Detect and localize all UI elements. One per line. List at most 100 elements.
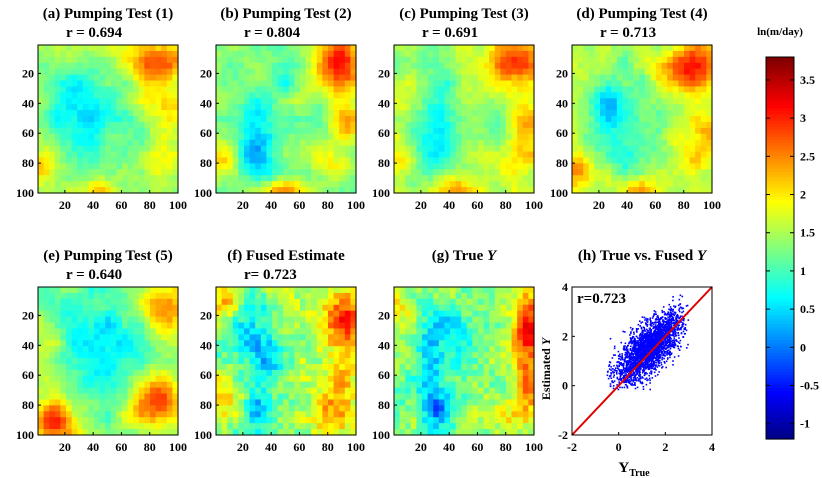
heatmap-cell xyxy=(328,181,335,188)
heatmap-cell xyxy=(43,411,50,418)
heatmap-cell xyxy=(517,287,524,294)
heatmap-cell xyxy=(628,62,635,70)
heatmap-cell xyxy=(49,50,56,58)
heatmap-cell xyxy=(410,352,417,359)
heatmap-cell xyxy=(161,110,168,117)
heatmap-cell xyxy=(232,375,239,383)
heatmap-cell xyxy=(667,121,674,129)
heatmap-cell xyxy=(155,62,162,70)
heatmap-cell xyxy=(444,292,451,300)
heatmap-cell xyxy=(138,369,145,377)
heatmap-cell xyxy=(639,133,646,141)
heatmap-cell xyxy=(105,62,112,70)
heatmap-cell xyxy=(43,387,50,395)
heatmap-cell xyxy=(88,133,95,141)
heatmap-cell xyxy=(305,62,312,70)
heatmap-cell xyxy=(161,340,168,347)
heatmap-cell xyxy=(328,399,335,406)
heatmap-cell xyxy=(500,86,507,93)
heatmap-cell xyxy=(288,417,295,424)
heatmap-cell xyxy=(678,145,685,153)
heatmap-cell xyxy=(311,387,318,395)
heatmap-cell xyxy=(127,316,134,324)
heatmap-cell xyxy=(94,328,101,335)
heatmap-cell xyxy=(294,316,301,324)
heatmap-cell xyxy=(611,169,618,176)
heatmap-cell xyxy=(260,340,267,347)
heatmap-cell xyxy=(272,429,279,436)
heatmap-cell xyxy=(116,417,123,424)
heatmap-cell xyxy=(82,328,89,335)
heatmap-cell xyxy=(255,121,262,129)
heatmap-cell xyxy=(66,116,73,123)
heatmap-cell xyxy=(528,104,535,111)
heatmap-cell xyxy=(316,423,323,430)
heatmap-cell xyxy=(410,121,417,129)
heatmap-cell xyxy=(305,334,312,341)
heatmap-cell xyxy=(489,423,496,430)
heatmap-cell xyxy=(249,139,256,147)
heatmap-cell xyxy=(695,116,702,123)
heatmap-cell xyxy=(399,74,406,82)
heatmap-cell xyxy=(328,340,335,347)
heatmap-cell xyxy=(221,363,228,371)
heatmap-cell xyxy=(422,62,429,70)
heatmap-cell xyxy=(483,399,490,406)
heatmap-cell xyxy=(266,127,273,135)
heatmap-cell xyxy=(339,399,346,406)
heatmap-cell xyxy=(416,62,423,70)
heatmap-cell xyxy=(489,50,496,58)
heatmap-cell xyxy=(700,50,707,58)
heatmap-cell xyxy=(472,328,479,335)
heatmap-cell xyxy=(105,316,112,324)
heatmap-cell xyxy=(455,50,462,58)
heatmap-cell xyxy=(466,86,473,93)
heatmap-cell xyxy=(116,381,123,389)
heatmap-cell xyxy=(138,346,145,353)
heatmap-cell xyxy=(43,304,50,312)
heatmap-cell xyxy=(333,375,340,383)
heatmap-cell xyxy=(611,74,618,82)
heatmap-cell xyxy=(238,358,245,365)
heatmap-cell xyxy=(244,56,251,64)
heatmap-cell xyxy=(105,340,112,347)
heatmap-cell xyxy=(399,139,406,147)
heatmap-cell xyxy=(266,50,273,58)
heatmap-cell xyxy=(588,157,595,164)
heatmap-cell xyxy=(344,352,351,359)
heatmap-cell xyxy=(650,110,657,117)
heatmap-cell xyxy=(77,127,84,135)
heatmap-cell xyxy=(350,429,357,436)
heatmap-cell xyxy=(249,181,256,188)
heatmap-cell xyxy=(455,121,462,129)
heatmap-cell xyxy=(60,80,67,88)
heatmap-cell xyxy=(49,393,56,401)
heatmap-cell xyxy=(122,292,129,300)
heatmap-cell xyxy=(644,139,651,147)
heatmap-cell xyxy=(244,399,251,406)
heatmap-cell xyxy=(133,310,140,318)
heatmap-cell xyxy=(528,151,535,159)
heatmap-cell xyxy=(483,340,490,347)
heatmap-cell xyxy=(472,334,479,341)
heatmap-cell xyxy=(316,62,323,70)
heatmap-cell xyxy=(249,399,256,406)
heatmap-cell xyxy=(405,411,412,418)
heatmap-cell xyxy=(489,316,496,324)
heatmap-cell xyxy=(283,92,290,99)
heatmap-cell xyxy=(344,298,351,306)
heatmap-cell xyxy=(455,68,462,76)
heatmap-cell xyxy=(656,92,663,99)
heatmap-cell xyxy=(489,139,496,147)
heatmap-cell xyxy=(583,175,590,182)
heatmap-cell xyxy=(110,62,117,70)
heatmap-cell xyxy=(616,56,623,64)
heatmap-cell xyxy=(511,116,518,123)
heatmap-cell xyxy=(616,62,623,70)
scatter-point xyxy=(619,375,622,377)
heatmap-cell xyxy=(438,340,445,347)
heatmap-cell xyxy=(266,429,273,436)
heatmap-cell xyxy=(316,45,323,52)
heatmap-cell xyxy=(110,358,117,365)
